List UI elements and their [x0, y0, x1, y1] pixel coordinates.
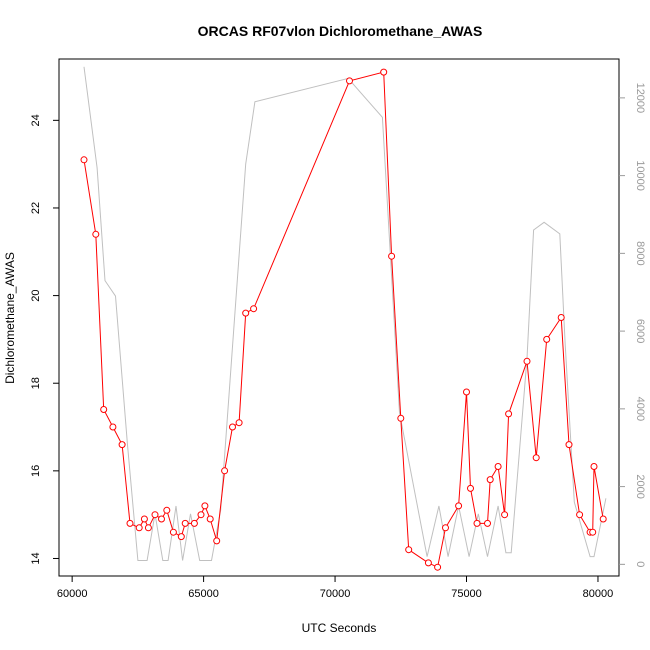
data-point — [576, 511, 584, 519]
data-point — [109, 423, 117, 431]
y-right-tick-label: 4000 — [634, 397, 646, 421]
y-right-tick-label: 10000 — [634, 160, 646, 191]
data-point — [100, 406, 108, 413]
data-point — [213, 537, 221, 545]
data-point — [532, 454, 540, 462]
y-left-tick-label: 24 — [30, 114, 42, 126]
chart-title: ORCAS RF07vlon Dichloromethane_AWAS — [198, 23, 483, 39]
data-point — [206, 515, 214, 523]
data-point — [126, 519, 134, 527]
data-point — [158, 515, 165, 523]
data-point — [388, 252, 396, 260]
data-point — [118, 441, 126, 449]
y-axis-right: 0 2000 4000 6000 8000 10000 12000 — [619, 83, 646, 567]
data-point — [589, 528, 597, 536]
y-left-tick-label: 20 — [30, 289, 42, 301]
y-right-tick-label: 0 — [634, 561, 646, 567]
data-point — [201, 502, 209, 510]
x-tick-label: 70000 — [320, 588, 351, 600]
data-point — [177, 533, 185, 541]
x-tick-label: 80000 — [583, 588, 614, 600]
data-point — [380, 68, 388, 76]
data-point — [397, 414, 405, 422]
x-tick-label: 60000 — [57, 588, 88, 600]
data-point — [80, 156, 88, 164]
data-point — [151, 511, 159, 519]
data-point — [235, 419, 243, 427]
data-point — [494, 463, 502, 470]
data-point — [405, 546, 413, 554]
data-point — [169, 528, 177, 536]
data-point — [434, 563, 442, 571]
series-line-left — [83, 71, 604, 568]
data-point — [473, 519, 481, 527]
data-point — [140, 515, 148, 523]
data-point — [242, 309, 250, 317]
y-left-tick-label: 18 — [30, 377, 42, 389]
y-right-tick-label: 12000 — [634, 83, 646, 114]
data-point — [197, 511, 205, 519]
data-point — [565, 441, 573, 449]
data-point — [523, 357, 531, 365]
data-point — [144, 524, 152, 532]
data-point — [190, 519, 198, 527]
data-point — [486, 476, 494, 484]
y-axis-label: Dichloromethane_AWAS — [3, 252, 17, 384]
data-point — [442, 524, 449, 532]
x-axis-label: UTC Seconds — [302, 621, 377, 635]
y-axis-left: 14 16 18 20 22 24 — [30, 114, 59, 565]
data-point — [221, 467, 229, 475]
data-point — [181, 519, 189, 527]
data-point — [163, 506, 171, 514]
data-point — [590, 463, 598, 470]
data-point — [92, 230, 100, 238]
plot-frame — [58, 58, 620, 577]
data-point — [424, 559, 432, 567]
y-left-tick-label: 14 — [30, 552, 42, 564]
data-point — [467, 484, 474, 492]
data-point — [484, 519, 491, 527]
data-point — [501, 511, 509, 519]
data-point — [346, 77, 353, 85]
x-tick-label: 75000 — [451, 588, 482, 600]
y-right-tick-label: 6000 — [634, 319, 646, 343]
y-left-tick-label: 16 — [30, 465, 42, 477]
data-point — [455, 502, 463, 510]
y-right-tick-label: 8000 — [634, 241, 646, 265]
data-point — [599, 515, 607, 523]
series-layer — [80, 66, 607, 571]
data-point — [135, 524, 143, 532]
data-point — [543, 335, 551, 343]
data-point — [229, 423, 236, 431]
data-point — [505, 410, 513, 418]
data-point — [463, 388, 470, 396]
y-left-tick-label: 22 — [30, 202, 42, 214]
x-axis: 60000 65000 70000 75000 80000 — [57, 576, 613, 600]
series-line-right — [83, 66, 607, 561]
data-point — [250, 305, 258, 313]
y-right-tick-label: 2000 — [634, 474, 646, 498]
x-tick-label: 65000 — [188, 588, 219, 600]
data-point — [557, 314, 565, 321]
